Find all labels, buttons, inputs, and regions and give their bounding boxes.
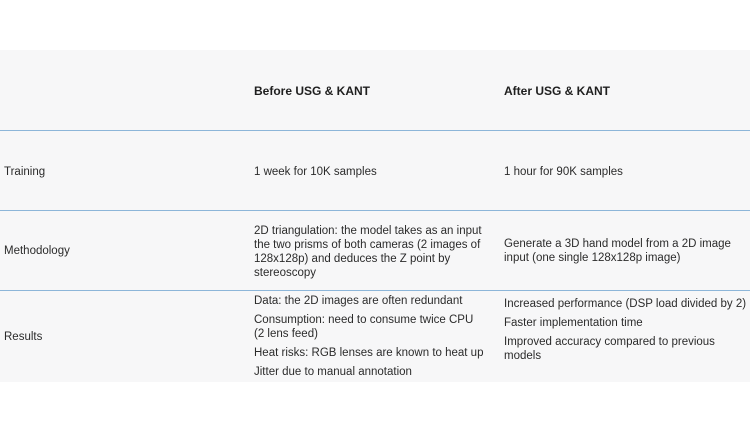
training-before: 1 week for 10K samples [254,166,377,178]
list-item: Increased performance (DSP load divided … [504,298,747,310]
row-label-methodology: Methodology [4,245,70,257]
list-item: Improved accuracy compared to previous m… [504,336,715,362]
training-after: 1 hour for 90K samples [504,166,623,178]
methodology-after: Generate a 3D hand model from a 2D image… [504,238,731,264]
list-item: Heat risks: RGB lenses are known to heat… [254,347,484,359]
comparison-table: Before USG & KANT After USG & KANT Train… [0,50,750,382]
list-item: Data: the 2D images are often redundant [254,295,463,307]
methodology-before: 2D triangulation: the model takes as an … [254,225,482,279]
list-item: Faster implementation time [504,317,643,329]
results-after-list: Increased performance (DSP load divided … [504,297,748,368]
row-divider [0,210,750,211]
row-label-training: Training [4,166,46,178]
list-item: Jitter due to manual annotation [254,366,412,378]
row-label-results: Results [4,331,43,343]
header-before: Before USG & KANT [254,84,371,98]
row-divider [0,130,750,131]
results-before-list: Data: the 2D images are often redundant … [254,294,486,384]
row-divider [0,290,750,291]
list-item: Consumption: need to consume twice CPU (… [254,314,474,340]
header-after: After USG & KANT [504,84,611,98]
